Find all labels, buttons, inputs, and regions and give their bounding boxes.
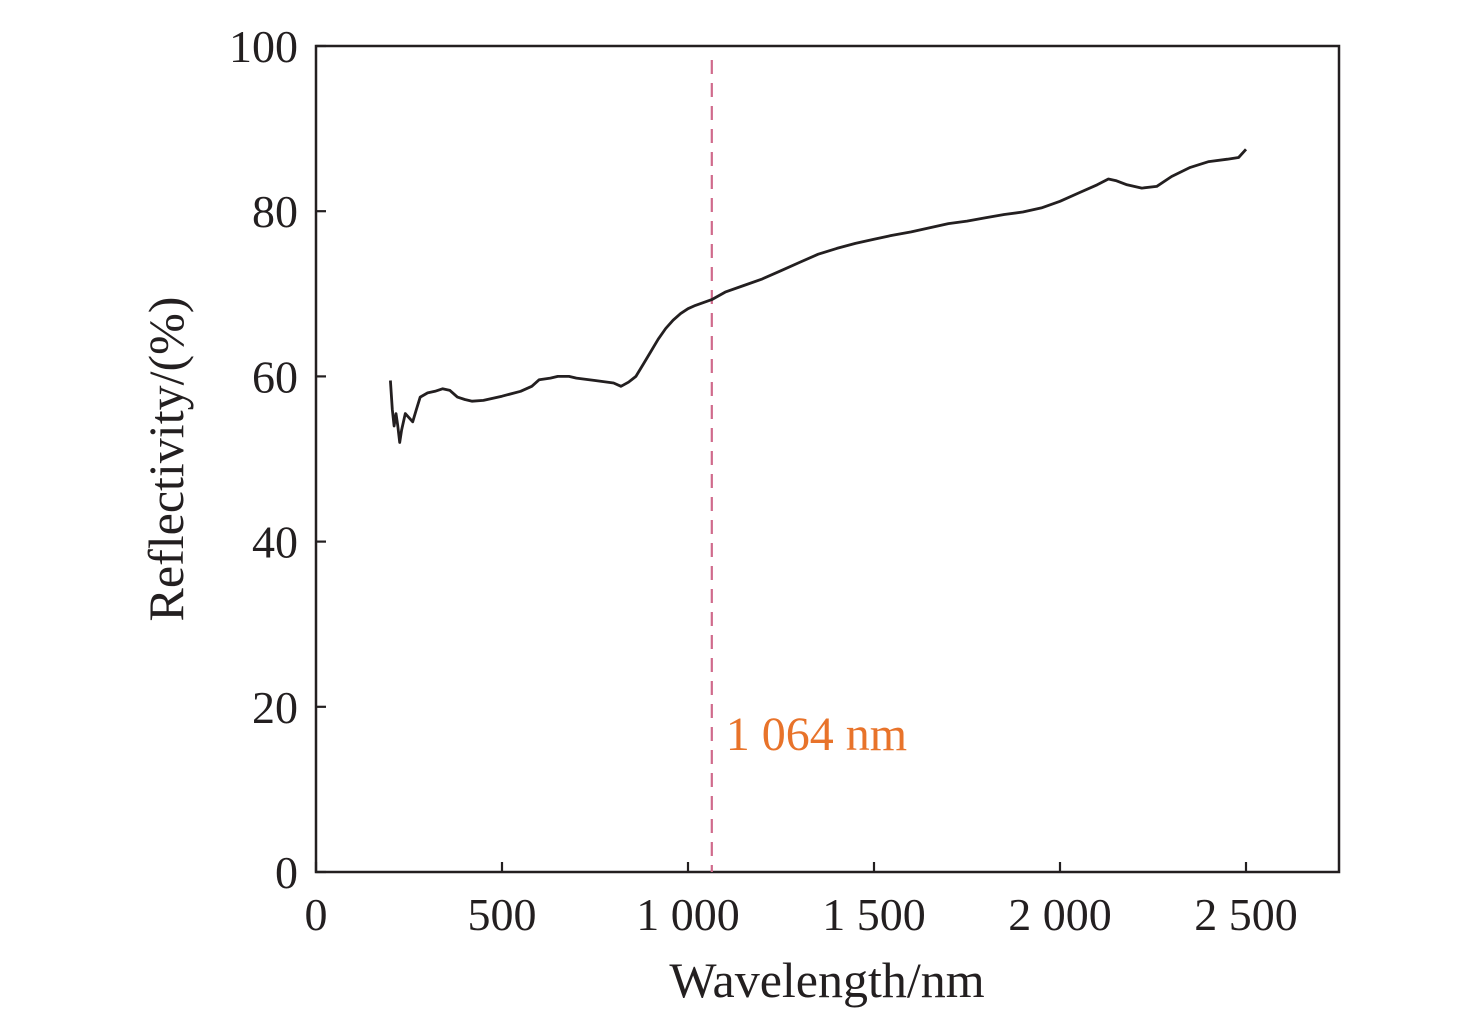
- y-tick-label: 60: [252, 351, 298, 402]
- reference-line-label: 1 064 nm: [726, 708, 907, 761]
- y-tick-label: 80: [252, 186, 298, 237]
- x-tick-label: 2 000: [1008, 889, 1112, 940]
- x-tick-label: 1 000: [636, 889, 740, 940]
- y-tick-label: 20: [252, 682, 298, 733]
- x-tick-label: 0: [305, 889, 328, 940]
- plot-frame: [314, 44, 1341, 874]
- y-tick-label: 40: [252, 517, 298, 568]
- x-axis: 0 500 1 000 1 500 2 000 2 500: [305, 862, 1298, 940]
- y-tick-label: 0: [275, 847, 298, 898]
- y-tick-label: 100: [229, 21, 298, 72]
- y-axis-title: Reflectivity/(%): [138, 297, 194, 622]
- x-tick-label: 500: [468, 889, 537, 940]
- series-line-reflectivity: [389, 148, 1248, 444]
- x-tick-label: 2 500: [1194, 889, 1298, 940]
- x-tick-label: 1 500: [822, 889, 926, 940]
- y-axis: 0 20 40 60 80 100: [229, 21, 326, 898]
- x-axis-title: Wavelength/nm: [669, 952, 984, 1008]
